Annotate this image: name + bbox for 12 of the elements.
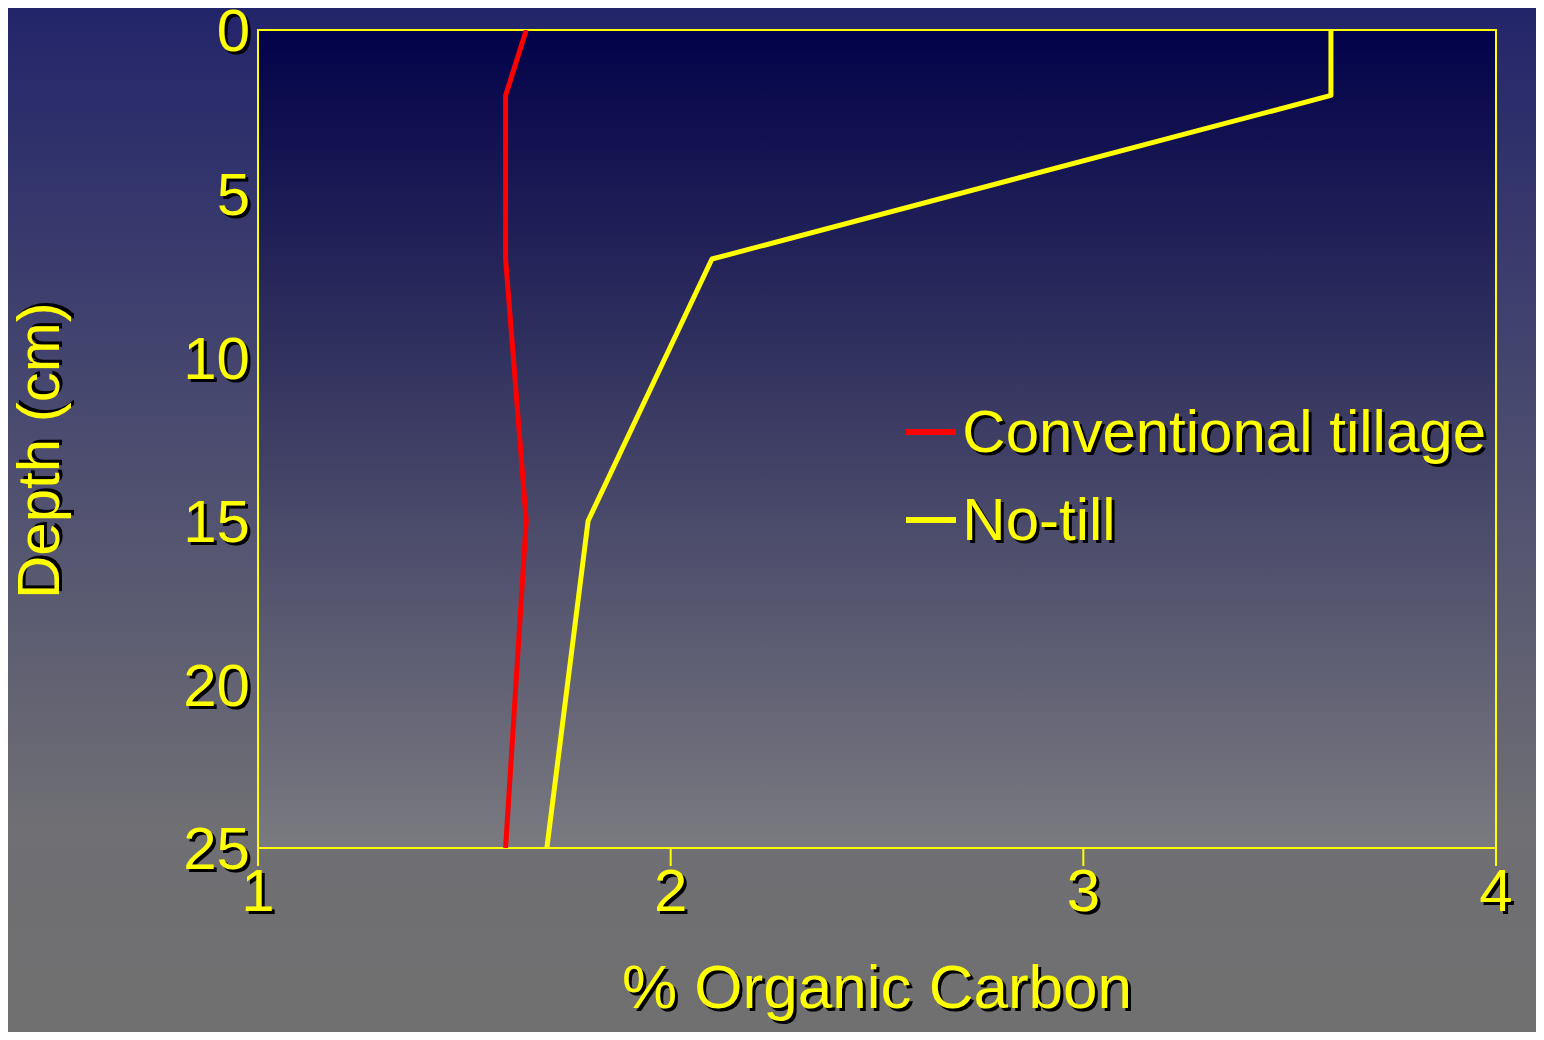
y-tick-label: 20 [183,651,250,719]
y-tick-label: 0 [216,0,250,65]
y-tick-label: 5 [216,160,250,228]
y-axis-title: Depth (cm) [5,302,73,599]
x-tick-label: 3 [1066,856,1101,924]
x-axis-title: % Organic Carbon [621,952,1133,1021]
y-tick-label: 15 [183,488,250,556]
legend-label: No-till [962,485,1116,555]
x-tick-label: 4 [1479,856,1513,924]
x-tick-label: 2 [653,856,688,924]
y-tick-label: 10 [183,324,250,392]
legend-label: Conventional tillage [962,397,1486,467]
